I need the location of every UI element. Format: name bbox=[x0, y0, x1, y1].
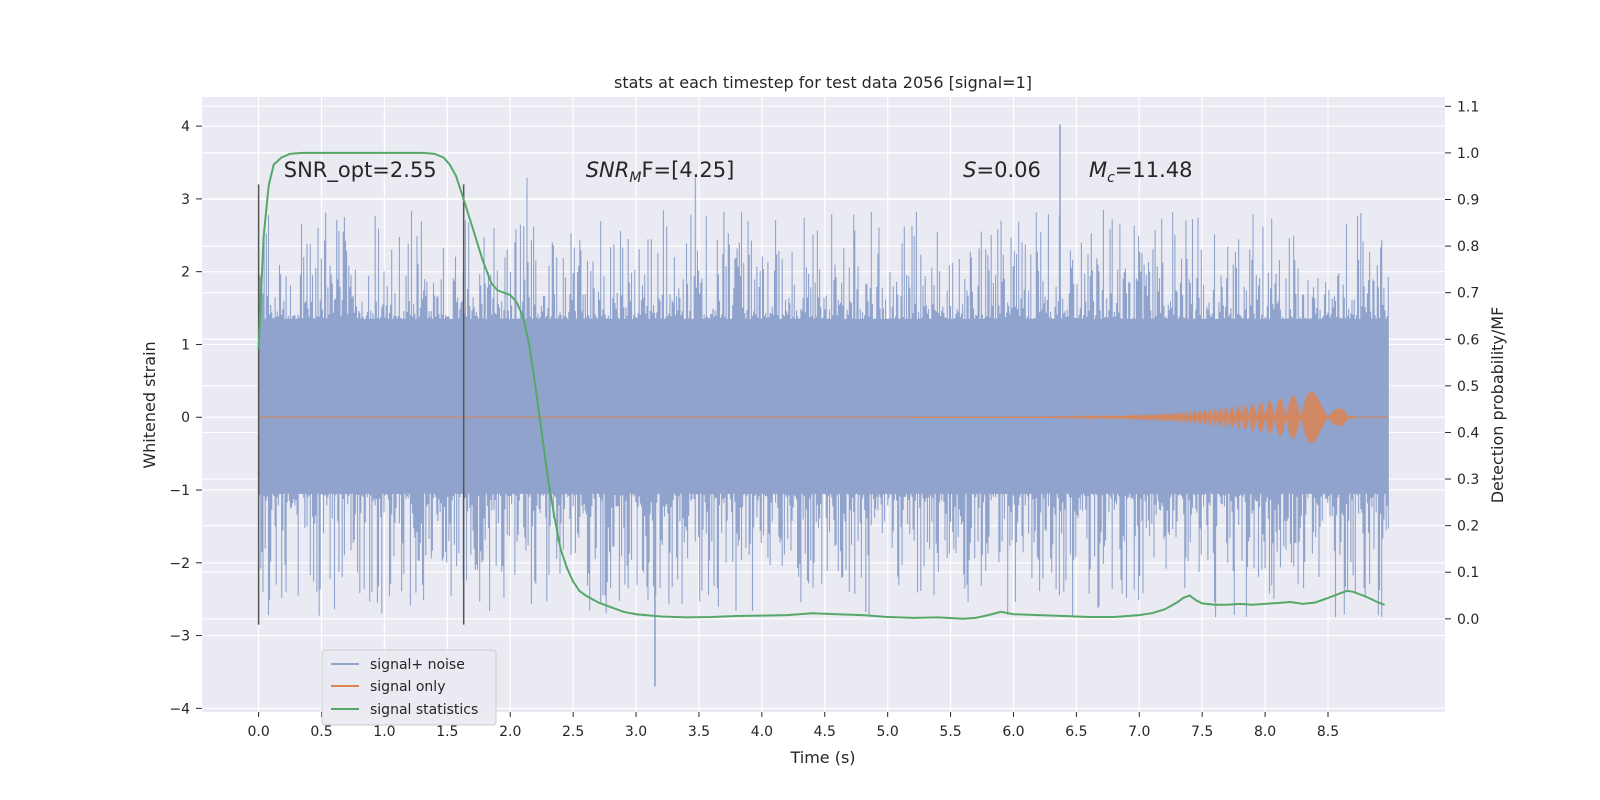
yl-tick-label-1: 3 bbox=[181, 192, 190, 208]
x-tick-label-1: 0.5 bbox=[310, 724, 332, 740]
annotation-s-val: S=0.06 bbox=[963, 158, 1041, 182]
x-tick-label-12: 6.0 bbox=[1002, 724, 1024, 740]
x-tick-label-13: 6.5 bbox=[1065, 724, 1087, 740]
signal-noise-series bbox=[258, 124, 1389, 687]
yl-tick-label-6: −2 bbox=[169, 556, 190, 572]
x-tick-label-5: 2.5 bbox=[562, 724, 584, 740]
x-tick-label-8: 4.0 bbox=[751, 724, 773, 740]
x-tick-label-2: 1.0 bbox=[373, 724, 395, 740]
yr-tick-label-4: 0.7 bbox=[1457, 286, 1479, 302]
x-tick-label-11: 5.5 bbox=[939, 724, 961, 740]
x-tick-label-7: 3.5 bbox=[688, 724, 710, 740]
annotation-mc-val: Mc=11.48 bbox=[1089, 158, 1193, 186]
y-axis-left-ticks: 4 3 2 1 0 −1 −2 −3 −4 bbox=[169, 119, 202, 717]
x-tick-label-4: 2.0 bbox=[499, 724, 521, 740]
yl-tick-label-4: 0 bbox=[181, 410, 190, 426]
legend-box bbox=[321, 649, 497, 726]
yr-tick-label-2: 0.9 bbox=[1457, 193, 1479, 209]
yl-tick-label-0: 4 bbox=[181, 119, 190, 135]
region-markers bbox=[257, 184, 465, 625]
legend-label-signal-statistics: signal statistics bbox=[370, 702, 478, 718]
y-axis-right-title: Detection probability/MF bbox=[1488, 307, 1507, 504]
annotations: SNR_opt=2.55 SNRMF=[4.25] S=0.06 Mc=11.48 bbox=[284, 158, 1193, 186]
annotation-snr-mf: SNRMF=[4.25] bbox=[586, 158, 735, 186]
x-tick-label-17: 8.5 bbox=[1317, 724, 1339, 740]
x-tick-label-6: 3.0 bbox=[625, 724, 647, 740]
x-tick-label-9: 4.5 bbox=[814, 724, 836, 740]
yr-tick-label-11: 0.0 bbox=[1457, 612, 1479, 628]
signal-only-series bbox=[258, 391, 1389, 444]
yr-tick-label-8: 0.3 bbox=[1457, 472, 1479, 488]
yl-tick-label-5: −1 bbox=[169, 483, 190, 499]
yl-tick-label-7: −3 bbox=[169, 629, 190, 645]
y-axis-right-ticks: 1.1 1.0 0.9 0.8 0.7 0.6 0.5 0.4 0.3 0.2 0.1 0.0 bbox=[1445, 99, 1479, 628]
statistics-line bbox=[257, 151, 1385, 620]
y-axis-left-title: Whitened strain bbox=[140, 341, 159, 468]
yl-tick-label-3: 1 bbox=[181, 337, 190, 353]
legend: signal+ noise signal only signal statist… bbox=[321, 649, 497, 726]
x-axis-title: Time (s) bbox=[789, 748, 855, 767]
yl-tick-label-2: 2 bbox=[181, 265, 190, 281]
annotation-snr-opt: SNR_opt=2.55 bbox=[284, 158, 437, 183]
yr-tick-label-5: 0.6 bbox=[1457, 332, 1479, 348]
legend-label-signal-noise: signal+ noise bbox=[370, 657, 465, 673]
x-tick-label-14: 7.0 bbox=[1128, 724, 1150, 740]
signal-statistics-series bbox=[257, 151, 1385, 620]
x-tick-label-3: 1.5 bbox=[436, 724, 458, 740]
x-tick-label-15: 7.5 bbox=[1191, 724, 1213, 740]
legend-label-signal-only: signal only bbox=[370, 679, 445, 695]
yr-tick-label-9: 0.2 bbox=[1457, 519, 1479, 535]
x-tick-label-16: 8.0 bbox=[1254, 724, 1276, 740]
x-tick-label-10: 5.0 bbox=[877, 724, 899, 740]
x-axis-ticks: 0.0 0.5 1.0 1.5 2.0 2.5 3.0 3.5 4.0 4.5 5.0 5.5 6.0 6… bbox=[247, 712, 1339, 740]
yl-tick-label-8: −4 bbox=[169, 701, 190, 717]
yr-tick-label-7: 0.4 bbox=[1457, 425, 1479, 441]
x-tick-label-0: 0.0 bbox=[247, 724, 269, 740]
yr-tick-label-10: 0.1 bbox=[1457, 565, 1479, 581]
yr-tick-label-1: 1.0 bbox=[1457, 146, 1479, 162]
signal-only-chirp bbox=[912, 391, 1354, 444]
yr-tick-label-0: 1.1 bbox=[1457, 99, 1479, 115]
chart-title: stats at each timestep for test data 205… bbox=[614, 73, 1032, 92]
yr-tick-label-3: 0.8 bbox=[1457, 239, 1479, 255]
yr-tick-label-6: 0.5 bbox=[1457, 379, 1479, 395]
